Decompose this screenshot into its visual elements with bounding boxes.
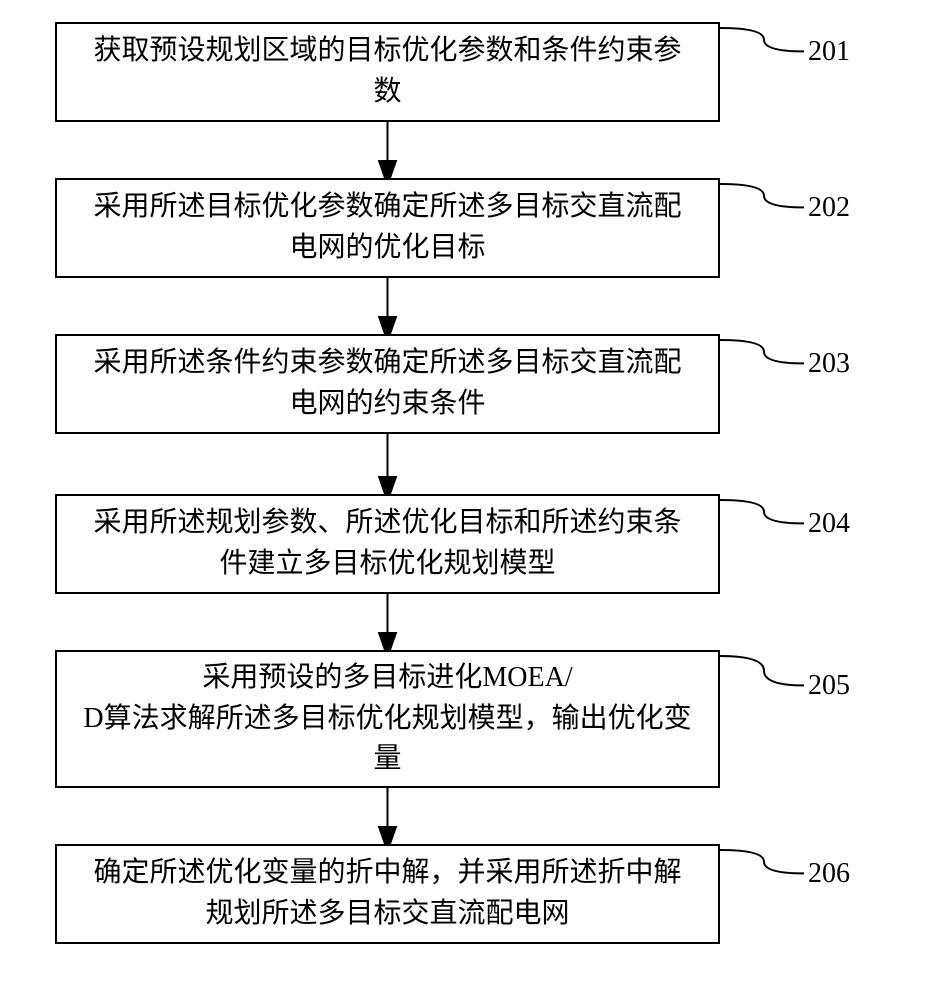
flow-node-text: 获取预设规划区域的目标优化参数和条件约束参 数 — [75, 31, 700, 112]
lead-line-n6 — [720, 850, 804, 873]
lead-line-n4 — [720, 500, 804, 523]
flow-node-text: 采用所述条件约束参数确定所述多目标交直流配 电网的约束条件 — [75, 343, 700, 424]
flow-node-n6: 确定所述优化变量的折中解，并采用所述折中解 规划所述多目标交直流配电网 — [55, 844, 720, 944]
step-label-n6: 206 — [808, 858, 850, 890]
lead-line-n1 — [720, 28, 804, 51]
step-label-n5: 205 — [808, 670, 850, 702]
step-label-n1: 201 — [808, 36, 850, 68]
flow-node-text: 采用所述规划参数、所述优化目标和所述约束条 件建立多目标优化规划模型 — [75, 503, 700, 584]
flow-node-n3: 采用所述条件约束参数确定所述多目标交直流配 电网的约束条件 — [55, 334, 720, 434]
flow-node-text: 采用预设的多目标进化MOEA/ D算法求解所述多目标优化规划模型，输出优化变 量 — [75, 658, 700, 780]
step-label-n2: 202 — [808, 192, 850, 224]
flow-node-n4: 采用所述规划参数、所述优化目标和所述约束条 件建立多目标优化规划模型 — [55, 494, 720, 594]
flow-node-text: 确定所述优化变量的折中解，并采用所述折中解 规划所述多目标交直流配电网 — [75, 853, 700, 934]
flow-node-n5: 采用预设的多目标进化MOEA/ D算法求解所述多目标优化规划模型，输出优化变 量 — [55, 650, 720, 788]
lead-line-n2 — [720, 184, 804, 207]
step-label-n4: 204 — [808, 508, 850, 540]
flow-node-text: 采用所述目标优化参数确定所述多目标交直流配 电网的优化目标 — [75, 187, 700, 268]
flow-node-n2: 采用所述目标优化参数确定所述多目标交直流配 电网的优化目标 — [55, 178, 720, 278]
flow-node-n1: 获取预设规划区域的目标优化参数和条件约束参 数 — [55, 22, 720, 122]
lead-line-n3 — [720, 340, 804, 363]
lead-line-n5 — [720, 656, 804, 685]
step-label-n3: 203 — [808, 348, 850, 380]
